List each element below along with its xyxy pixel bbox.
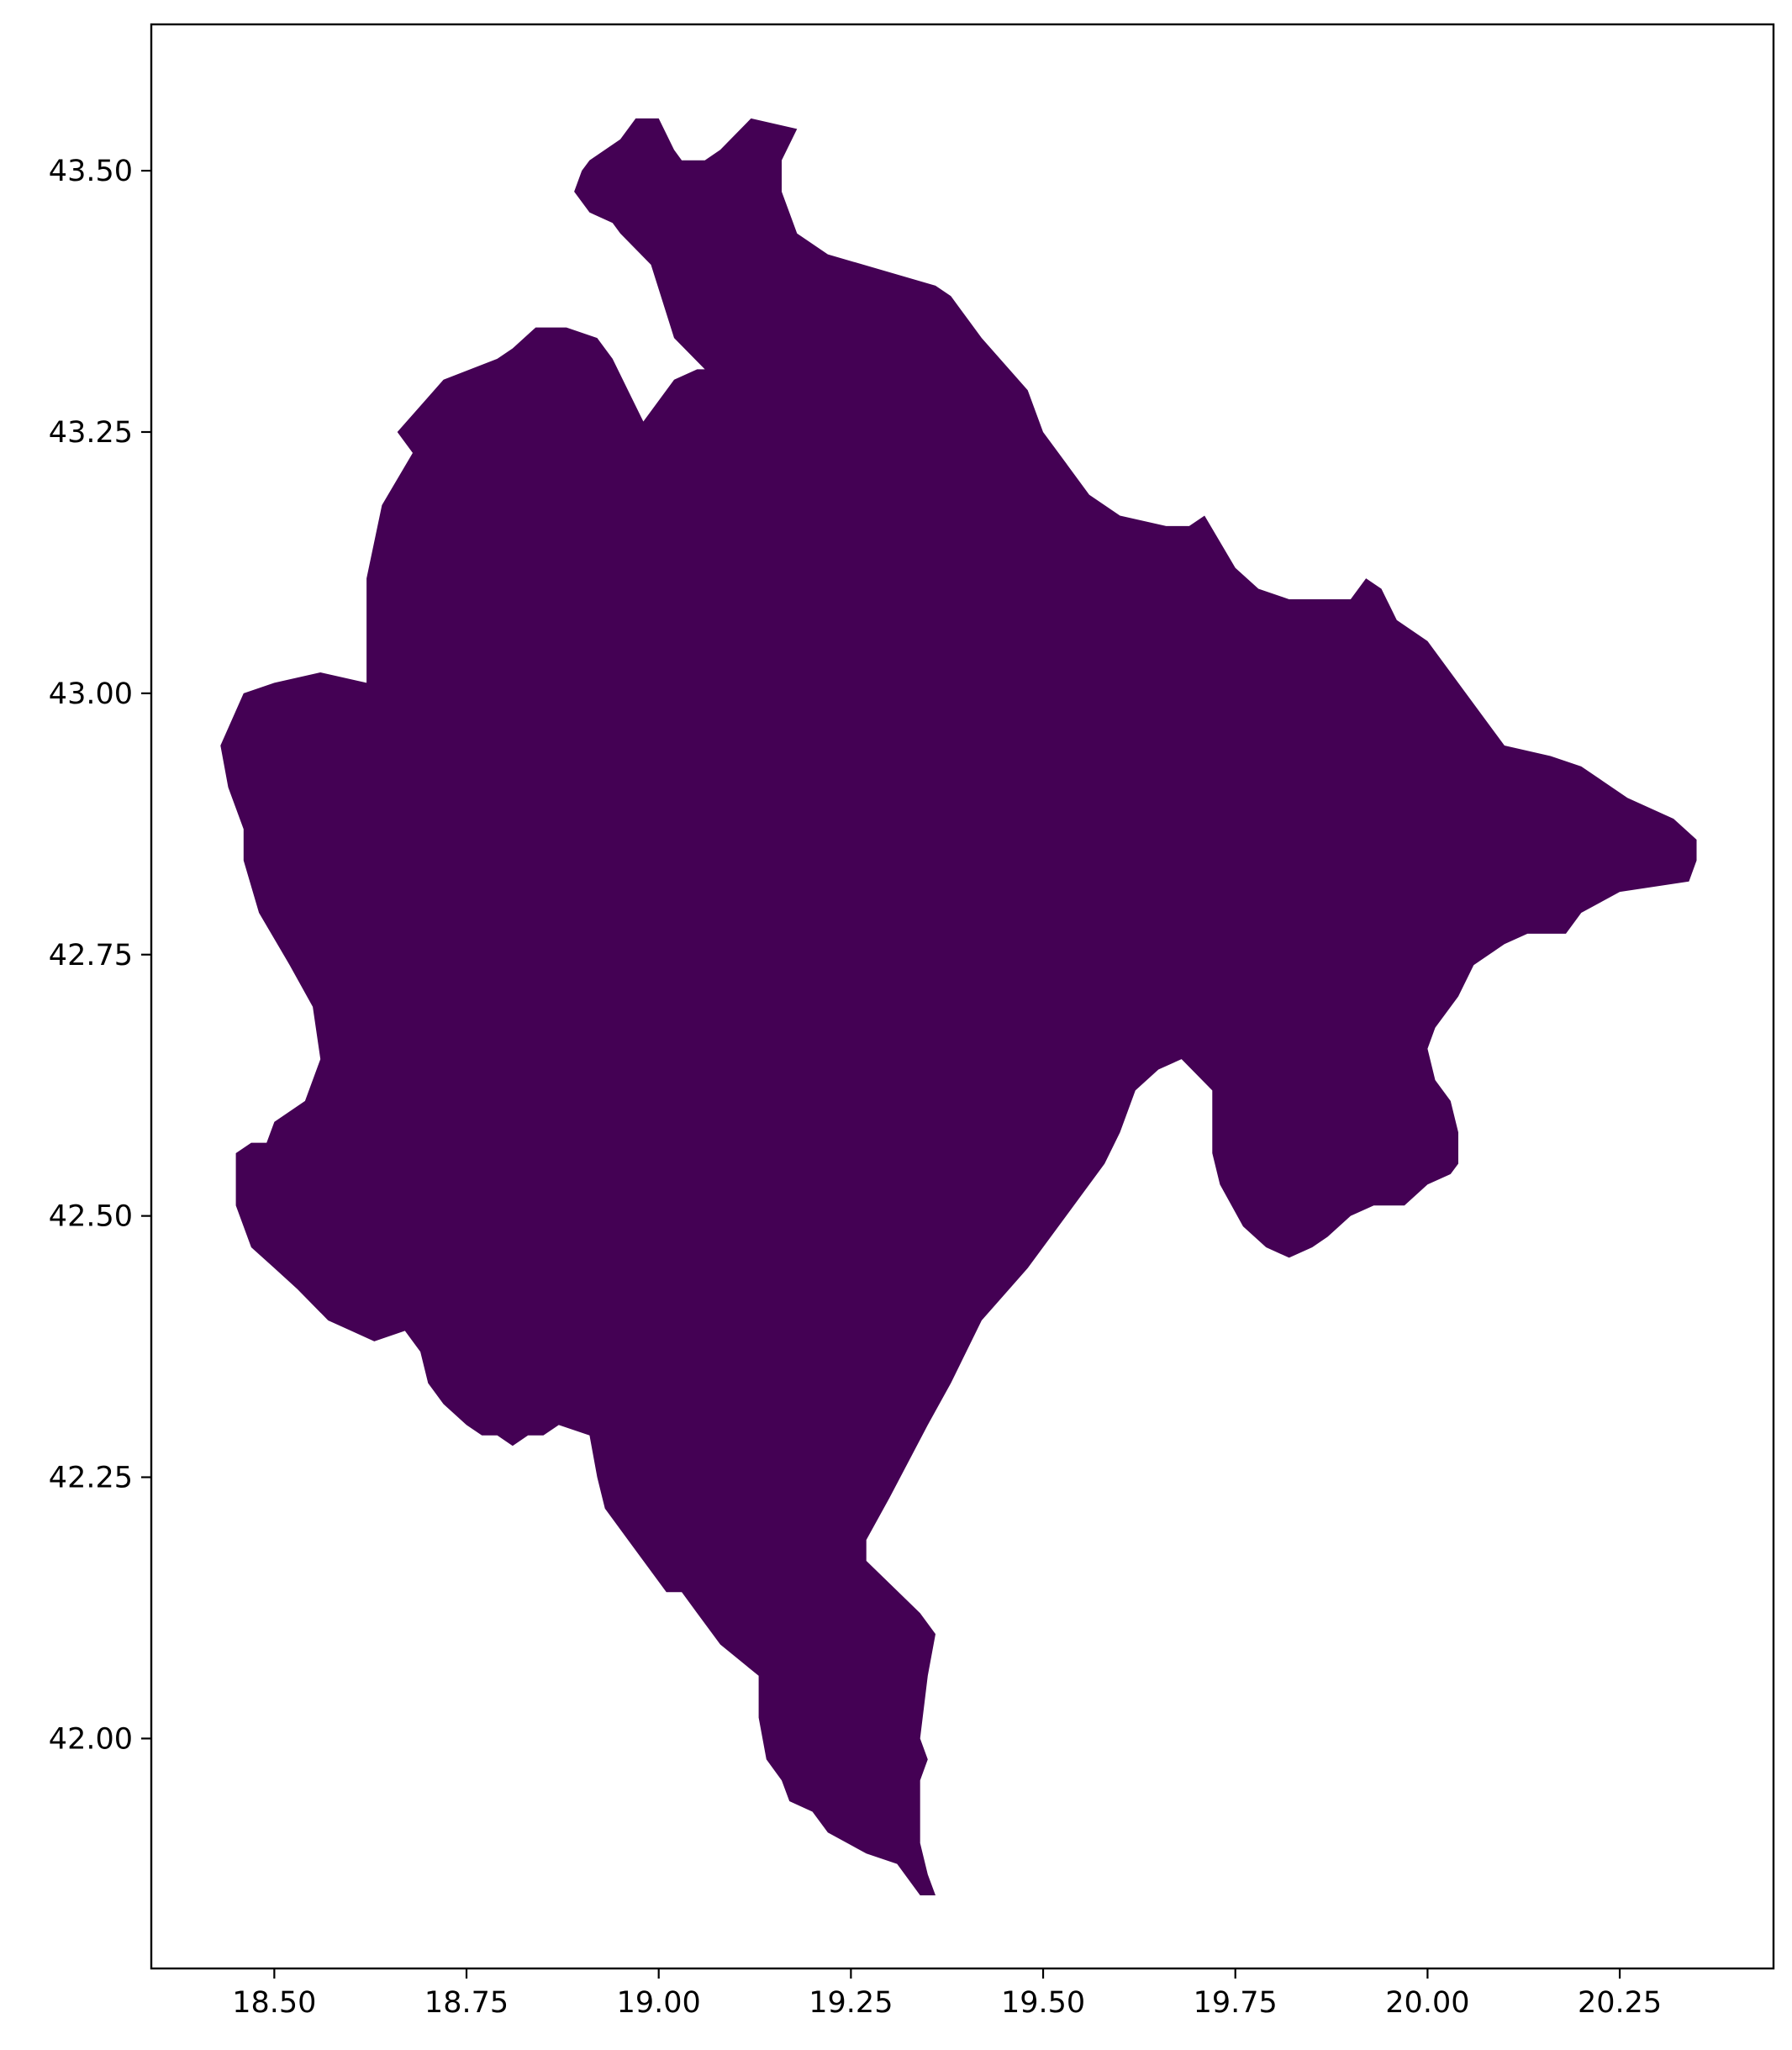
x-tick-label: 19.00: [617, 1986, 701, 2020]
y-tick-label: 42.50: [49, 1200, 133, 1234]
map-layer: [220, 118, 1697, 1896]
x-tick-label: 18.75: [424, 1986, 509, 2020]
y-tick-label: 43.25: [49, 416, 133, 450]
y-tick-label: 43.50: [49, 155, 133, 188]
x-tick-label: 19.25: [809, 1986, 893, 2020]
y-tick-label: 42.25: [49, 1462, 133, 1495]
x-tick-label: 19.75: [1194, 1986, 1278, 2020]
axis-ticks: 18.50 18.75 19.00 19.25 19.50 19.75 20.00 20.25…: [49, 155, 1662, 2020]
x-tick-label: 20.25: [1578, 1986, 1662, 2020]
x-tick-label: 18.50: [232, 1986, 316, 2020]
x-tick-label: 19.50: [1001, 1986, 1085, 2020]
x-tick-label: 20.00: [1385, 1986, 1469, 2020]
axes-frame: [150, 23, 1775, 1970]
country-polygon: [220, 118, 1697, 1896]
y-tick-label: 42.00: [49, 1722, 133, 1756]
y-tick-label: 42.75: [49, 939, 133, 972]
y-tick-label: 43.00: [49, 677, 133, 711]
